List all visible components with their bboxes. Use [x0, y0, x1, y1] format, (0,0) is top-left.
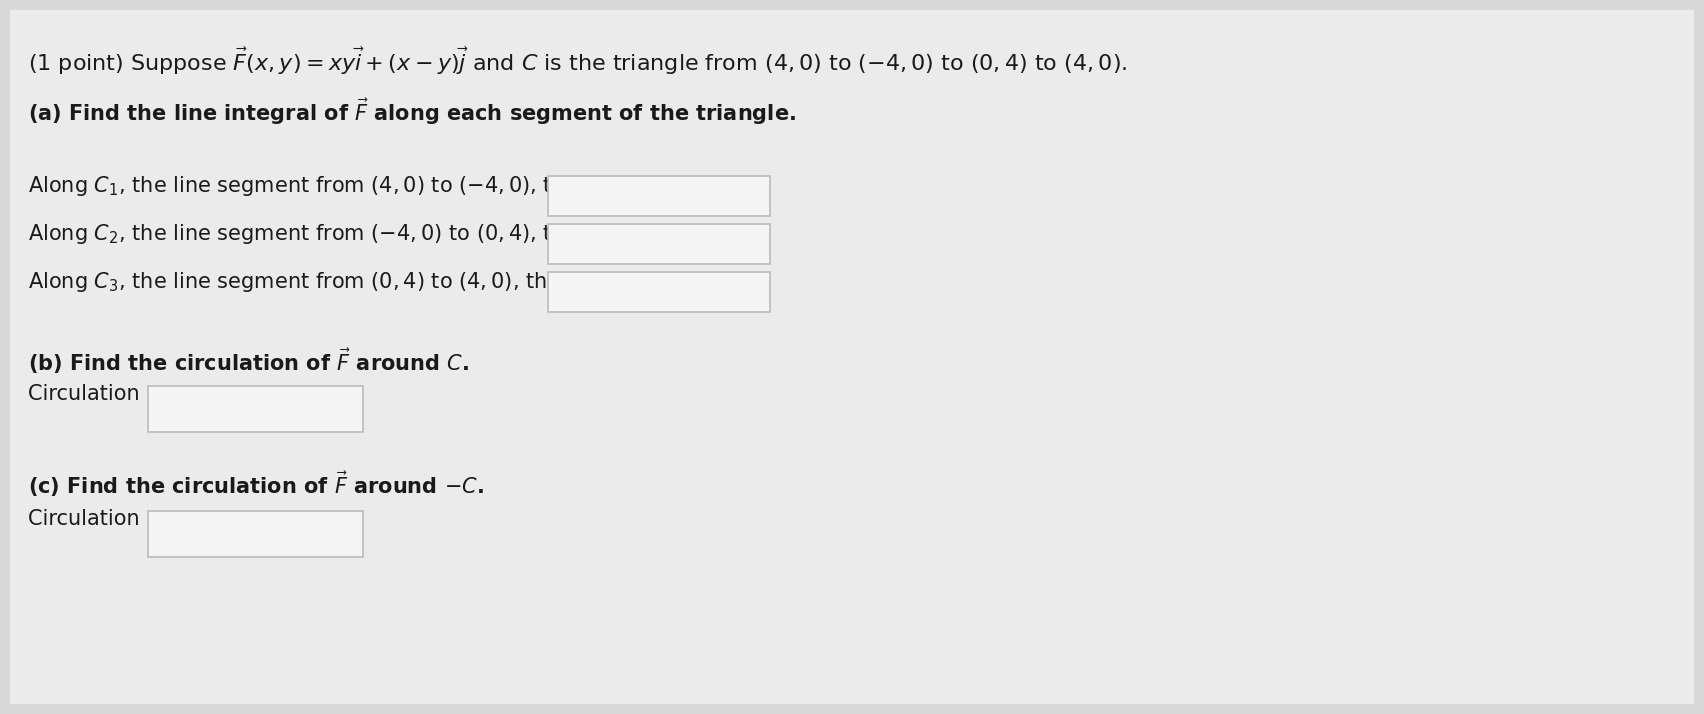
FancyBboxPatch shape: [10, 10, 1694, 704]
Text: Along $C_1$, the line segment from $(4, 0)$ to $(-4, 0)$, the line integral is: Along $C_1$, the line segment from $(4, …: [27, 174, 733, 198]
Text: Circulation =: Circulation =: [27, 509, 164, 529]
FancyBboxPatch shape: [549, 224, 770, 264]
Text: Circulation =: Circulation =: [27, 384, 164, 404]
Text: (a) Find the line integral of $\vec{F}$ along each segment of the triangle.: (a) Find the line integral of $\vec{F}$ …: [27, 96, 796, 127]
Text: Along $C_2$, the line segment from $(-4, 0)$ to $(0, 4)$, the line integral is: Along $C_2$, the line segment from $(-4,…: [27, 222, 733, 246]
Text: (1 point) Suppose $\vec{F}(x, y) = xy\vec{i} + (x - y)\vec{j}$ and $C$ is the tr: (1 point) Suppose $\vec{F}(x, y) = xy\ve…: [27, 46, 1128, 77]
FancyBboxPatch shape: [549, 272, 770, 312]
Text: Along $C_3$, the line segment from $(0, 4)$ to $(4, 0)$, the line integral is: Along $C_3$, the line segment from $(0, …: [27, 270, 716, 294]
FancyBboxPatch shape: [148, 386, 363, 432]
Text: (c) Find the circulation of $\vec{F}$ around $-C$.: (c) Find the circulation of $\vec{F}$ ar…: [27, 469, 484, 499]
Text: (b) Find the circulation of $\vec{F}$ around $C$.: (b) Find the circulation of $\vec{F}$ ar…: [27, 346, 469, 376]
FancyBboxPatch shape: [549, 176, 770, 216]
FancyBboxPatch shape: [148, 511, 363, 557]
